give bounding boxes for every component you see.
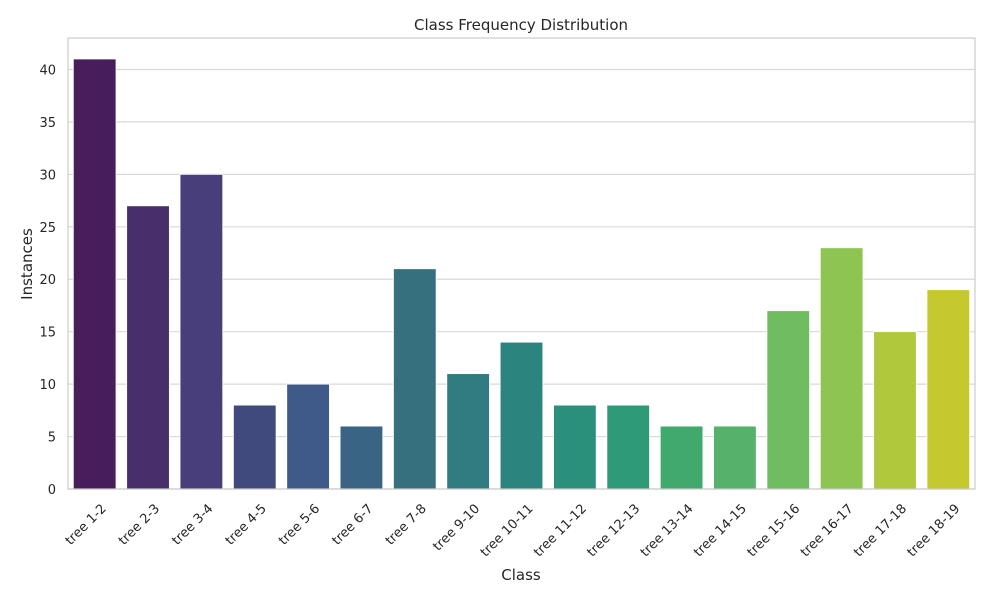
plot-frame <box>67 37 976 490</box>
x-tick-label: tree 14-15 <box>691 501 750 560</box>
x-tick-label: tree 10-11 <box>478 501 537 560</box>
x-axis-title: Class <box>501 566 541 584</box>
bars <box>72 58 971 490</box>
x-tick-label: tree 2-3 <box>116 501 163 548</box>
bar <box>499 341 544 490</box>
y-tick-label: 5 <box>48 431 56 446</box>
x-tick-label: tree 9-10 <box>430 501 483 554</box>
x-tick-label: tree 1-2 <box>63 501 110 548</box>
y-tick-label: 25 <box>39 221 56 236</box>
x-tick-label: tree 12-13 <box>585 501 644 560</box>
bar <box>606 404 650 490</box>
bar <box>446 373 490 490</box>
x-tick-label: tree 16-17 <box>798 501 857 560</box>
y-tick-label: 40 <box>39 63 56 78</box>
y-tick-label: 30 <box>39 168 56 183</box>
bar <box>72 58 117 490</box>
bar <box>179 173 224 490</box>
y-tick-labels: 0 5 10 15 20 25 30 35 40 <box>39 63 56 498</box>
bar <box>339 425 384 490</box>
bar <box>393 268 437 490</box>
bar <box>873 331 917 490</box>
bar <box>126 205 170 490</box>
bar <box>713 425 757 490</box>
x-tick-labels: tree 1-2 tree 2-3 tree 3-4 tree 4-5 tree 5-6… <box>63 501 964 560</box>
x-tick-label: tree 11-12 <box>531 501 590 560</box>
chart-title: Class Frequency Distribution <box>414 16 628 34</box>
x-tick-label: tree 15-16 <box>745 501 804 560</box>
y-tick-label: 15 <box>39 326 56 341</box>
x-tick-label: tree 6-7 <box>329 501 376 548</box>
x-tick-label: tree 3-4 <box>169 501 216 548</box>
y-tick-label: 20 <box>39 273 56 288</box>
y-tick-label: 10 <box>39 378 56 393</box>
bar <box>659 425 704 490</box>
y-axis-title: Instances <box>18 228 36 300</box>
x-tick-label: tree 5-6 <box>276 501 323 548</box>
x-tick-label: tree 13-14 <box>638 501 697 560</box>
x-tick-label: tree 18-19 <box>905 501 964 560</box>
y-tick-label: 35 <box>39 116 56 131</box>
x-tick-label: tree 17-18 <box>851 501 910 560</box>
bar <box>926 289 971 490</box>
bar <box>819 247 864 490</box>
bar <box>232 404 277 490</box>
x-tick-label: tree 7-8 <box>383 501 430 548</box>
bar <box>286 383 330 490</box>
bar <box>553 404 597 490</box>
y-tick-label: 0 <box>48 483 56 498</box>
x-tick-label: tree 4-5 <box>223 501 270 548</box>
bar <box>766 310 811 490</box>
